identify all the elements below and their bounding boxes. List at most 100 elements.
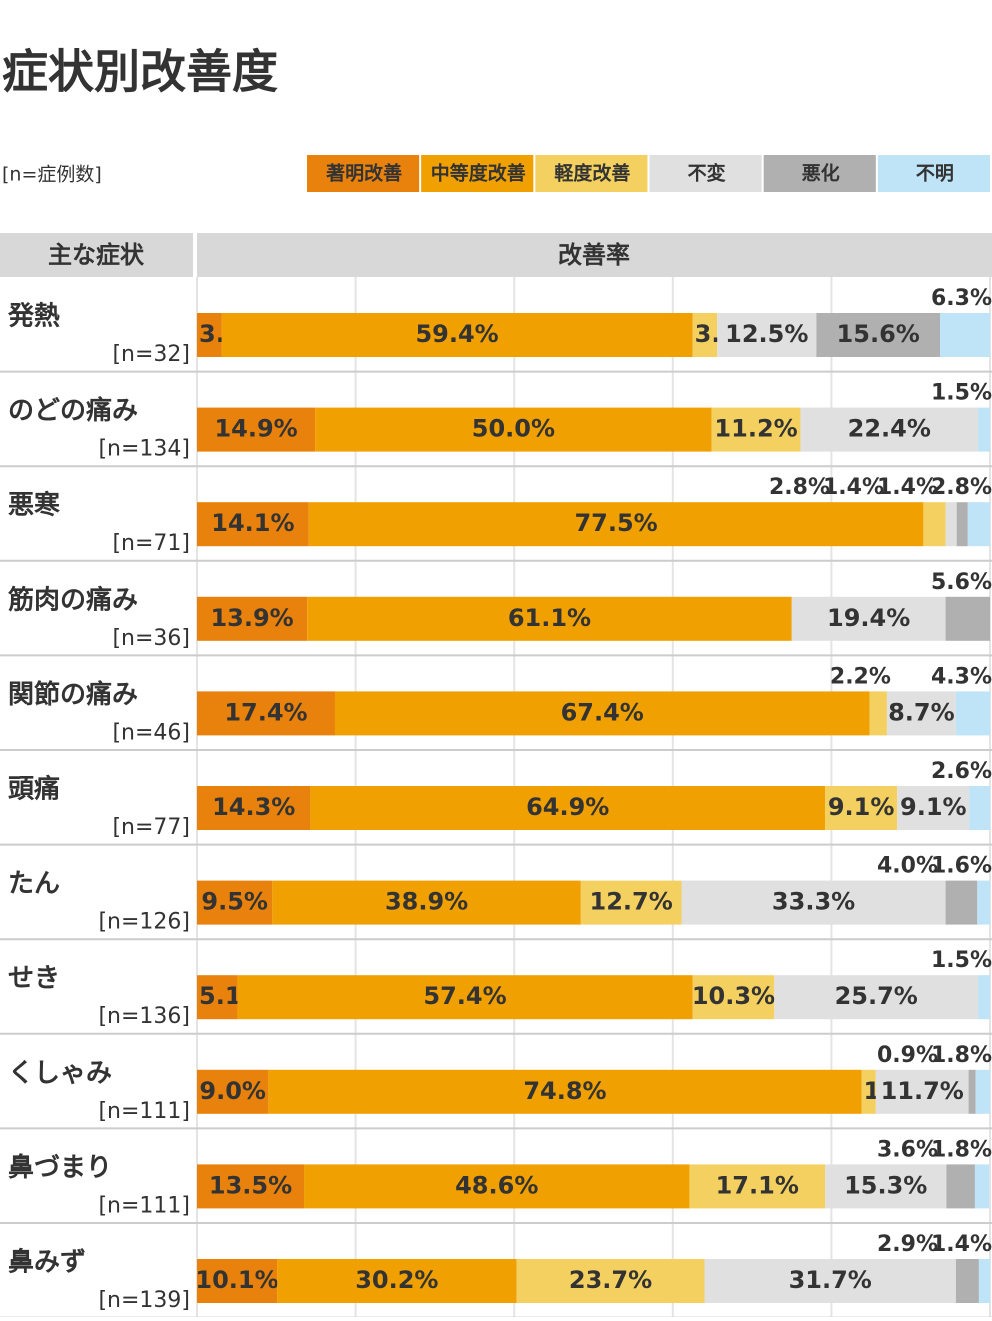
bar-segment [277,1259,517,1303]
chart-title: 症状別改善度 [2,45,278,99]
bar-segment [692,975,775,1020]
header-bg [197,233,992,277]
bar-segment [861,1069,876,1114]
value-label: 10.3% [692,982,775,1010]
legend-label: 著明改善 [326,162,402,185]
legend-label: 軽度改善 [554,162,630,185]
bar-segment [956,502,968,547]
legend-swatch [307,155,420,192]
bar-segment [308,502,924,547]
row-bg [0,279,193,371]
bar-segment [197,502,309,547]
value-label: 30.2% [355,1266,438,1294]
row-bg [0,1225,193,1317]
bar-segment [978,975,990,1020]
bar-segment [886,691,956,736]
n-label: [n=36] [112,626,190,651]
value-label: 9.5% [201,888,268,916]
category-label: のどの痛み [8,395,138,426]
bar-segment [307,596,792,641]
value-label: 3.6% [877,1137,938,1162]
category-label: くしゃみ [8,1058,112,1088]
bar-segment [315,407,712,452]
value-label: 2.2% [830,664,891,689]
category-label: 発熱 [7,302,60,332]
row-bg [0,657,193,749]
category-label: 鼻みず [8,1248,86,1278]
row-bg [0,562,193,655]
bar-segment [869,691,887,736]
bar-segment [816,313,941,357]
value-label: 13.5% [209,1171,292,1199]
header: 改善率 [558,241,630,269]
category-label: 鼻づまり [8,1153,112,1183]
bar-segment [974,1164,990,1209]
category-label: せき [8,964,60,994]
value-label: 19.4% [827,604,910,632]
value-label: 64.9% [526,793,609,821]
n-label: [n=46] [112,720,190,745]
value-label: 1.8% [931,1137,992,1162]
row-bg [0,1035,193,1128]
category-label: 悪寒 [8,490,60,521]
value-label: 38.9% [385,888,468,916]
bar-segment [268,1069,862,1114]
bar-segment [945,502,957,547]
value-label: 17.4% [224,698,307,726]
legend-label: 不変 [688,162,726,185]
bar-segment [978,1259,990,1303]
value-label: 1.6% [931,854,992,879]
bar-segment [955,691,990,736]
bar-segment [923,502,946,547]
bar-segment [897,786,970,830]
value-label: 15.6% [837,320,920,348]
n-label: [n=126] [98,910,190,935]
value-label: 4.0% [877,854,938,879]
bar-segment [875,1069,969,1114]
bar-segment [945,596,990,641]
value-label: 25.7% [835,982,918,1010]
n-label: [n=139] [98,1288,190,1313]
value-label: 13.9% [210,604,293,632]
bar-segment [717,313,817,357]
value-label: 31.7% [789,1266,872,1294]
value-label: 23.7% [569,1266,652,1294]
value-label: 57.4% [423,982,506,1010]
value-label: 2.8% [931,475,992,500]
legend-swatch [877,155,990,192]
bar-segment [681,880,946,925]
bar-segment [334,691,870,736]
bar-segment [692,313,718,357]
bar-segment [978,407,990,452]
value-label: 17.1% [716,1171,799,1199]
bar-segment [237,975,693,1020]
bar-segment [197,975,238,1020]
value-label: 1.8% [931,1043,992,1068]
bar-segment [689,1164,826,1209]
value-label: 50.0% [472,415,555,443]
n-label: [n=71] [112,531,190,556]
category-label: 筋肉の痛み [8,584,138,615]
value-label: 6.3% [931,286,992,311]
value-label: 9.0% [199,1077,266,1105]
legend-swatch [763,155,876,192]
value-label: 9.1% [828,793,895,821]
bar-segment [946,1164,975,1209]
value-label: 14.3% [212,793,295,821]
bar-segment [945,880,978,925]
value-label: 2.9% [877,1232,938,1257]
category-label: たん [8,869,60,899]
n-label: [n=136] [98,1004,190,1029]
value-label: 1.5% [931,381,992,406]
value-label: 12.7% [590,888,673,916]
row-bg [0,373,193,466]
bar-segment [711,407,801,452]
value-label: 12.5% [725,320,808,348]
n-label: [n=32] [112,342,190,367]
value-label: 74.8% [523,1077,606,1105]
value-label: 2.6% [931,759,992,784]
bar-segment [977,880,990,925]
bar-segment [955,1259,979,1303]
n-label: [n=134] [98,437,190,462]
